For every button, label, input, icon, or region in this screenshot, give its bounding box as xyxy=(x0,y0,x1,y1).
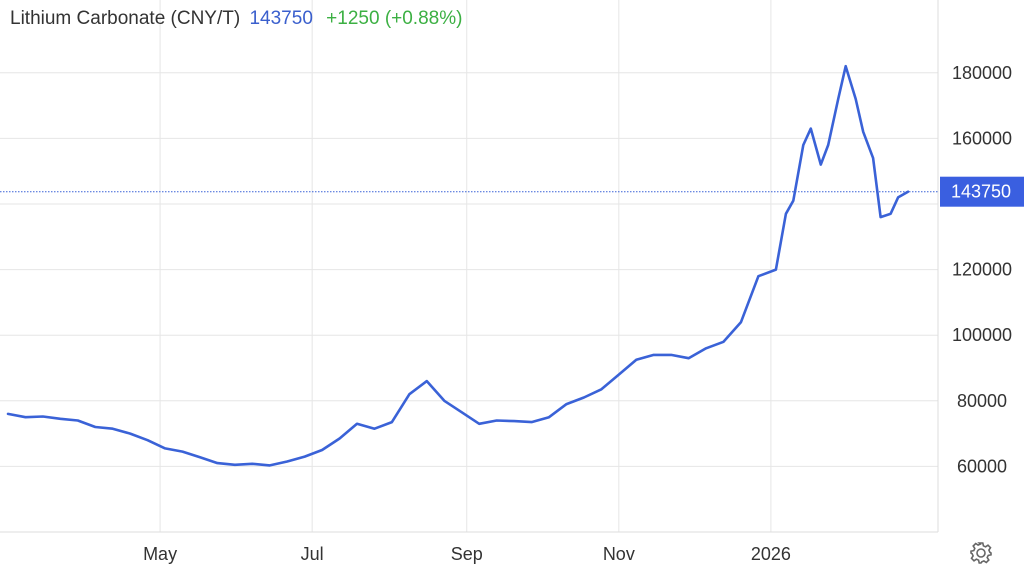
last-price: 143750 xyxy=(249,8,313,29)
x-tick-label: May xyxy=(143,544,177,564)
x-tick-label: Sep xyxy=(451,544,483,564)
y-tick-label: 160000 xyxy=(952,128,1012,148)
last-value-badge-background xyxy=(940,176,1024,207)
y-tick-label: 60000 xyxy=(957,456,1007,476)
last-value-badge: 143750 xyxy=(940,176,1024,207)
y-tick-label: 120000 xyxy=(952,260,1012,280)
series-line-lithium-carbonate xyxy=(6,64,910,467)
last-value-badge-text: 143750 xyxy=(951,182,1011,202)
instrument-title: Lithium Carbonate (CNY/T) xyxy=(10,8,241,29)
x-tick-label: Nov xyxy=(603,544,635,564)
y-tick-label: 80000 xyxy=(957,391,1007,411)
y-tick-label: 100000 xyxy=(952,325,1012,345)
y-tick-label: 180000 xyxy=(952,63,1012,83)
chart-header: Lithium Carbonate (CNY/T) 143750 +1250 (… xyxy=(10,8,462,30)
price-change: +1250 (+0.88%) xyxy=(326,8,463,29)
vertical-gridlines xyxy=(159,0,772,532)
gear-icon[interactable] xyxy=(968,540,994,566)
horizontal-gridlines xyxy=(0,72,938,467)
x-tick-label: 2026 xyxy=(751,544,791,564)
x-tick-label: Jul xyxy=(301,544,324,564)
y-axis-tick-labels: 60000 80000 100000 120000 160000 180000 xyxy=(952,63,1012,477)
x-axis-tick-labels: May Jul Sep Nov 2026 xyxy=(143,544,791,564)
